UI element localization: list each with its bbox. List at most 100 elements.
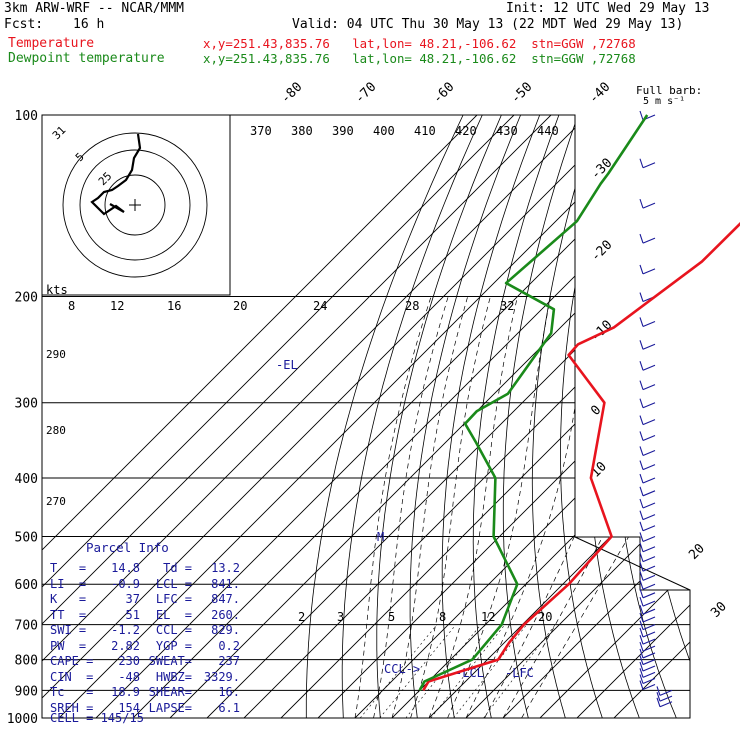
parcel-row: K = 37 LFC = 847. (50, 592, 240, 608)
wind-barb-flag (639, 473, 644, 484)
wind-barb-staff (642, 600, 656, 607)
wind-barb (639, 361, 656, 371)
wind-barb (639, 317, 656, 327)
lcl-annotation: -LCL (455, 666, 484, 680)
parcel-info-title: Parcel Info (86, 540, 169, 555)
wind-barb (639, 473, 656, 484)
wind-barb-staff (642, 565, 656, 572)
parcel-k1: Tc = (50, 685, 94, 699)
wind-barb-flag (639, 486, 644, 496)
isotherm-line (58, 115, 663, 718)
wind-barb (639, 398, 656, 409)
dry-adiabat (531, 115, 598, 718)
pressure-label: 600 (15, 578, 38, 593)
wind-barb-staff (659, 701, 673, 708)
hodograph-ring (79, 149, 191, 261)
pressure-label: 700 (15, 619, 38, 634)
wind-barb-staff (642, 477, 656, 484)
mixing-ratio-line (405, 624, 482, 718)
wind-scale-label: 20 (233, 299, 247, 313)
parcel-info-table: T = 14.8 Td = 13.2 LI = -0.9 LCL = 841. K = 37 LFC… (50, 561, 240, 716)
wind-barb-staff (642, 202, 656, 209)
wind-barb (656, 691, 673, 702)
wind-barb-staff (659, 695, 673, 702)
lfc-annotation: -LFC (505, 666, 534, 680)
wind-barb-flag (639, 561, 644, 572)
wind-barb (639, 380, 656, 391)
temperature-tick-label: -60 (430, 80, 457, 107)
wind-barb (639, 561, 656, 572)
moist-adiabat (484, 296, 645, 718)
wind-barb-staff (642, 384, 656, 391)
wind-barb (639, 431, 656, 441)
wind-barb-flag (656, 686, 661, 696)
mixing-ratio-label: 8 (439, 610, 446, 624)
wind-barb-staff (642, 583, 656, 590)
wind-barb-flag (639, 317, 644, 327)
wind-barb-staff (642, 677, 656, 685)
wind-barb (639, 634, 656, 645)
wind-barb (639, 588, 656, 599)
parcel-v1: 51 (125, 607, 140, 622)
wind-barb-flag (639, 158, 644, 168)
parcel-row: CIN = -48 HWBZ= 3329. (50, 670, 240, 686)
wind-barb (639, 620, 656, 631)
mixing-ratio-label: 3 (337, 610, 344, 624)
temperature-location: x,y=251.43,835.76 lat,lon= 48.21,-106.62… (203, 36, 636, 51)
dry-adiabat (639, 115, 690, 718)
wind-barb-staff (642, 652, 656, 659)
wind-barb-flag (639, 634, 644, 645)
parcel-row: TT = 51 EL = 260. (50, 608, 240, 624)
wind-barb-flag (639, 233, 644, 244)
mixing-ratio-label: 5 (388, 610, 395, 624)
wind-barb-flag (639, 415, 644, 425)
wind-barb-flag (639, 431, 644, 441)
wind-barb-flag (639, 596, 644, 607)
theta-label: 380 (291, 124, 313, 138)
wind-barb (639, 580, 656, 590)
wind-barb (639, 510, 656, 521)
parcel-row: SREH = 154 LAPSE= 6.1 (50, 701, 240, 717)
mixing-ratio-line (430, 624, 506, 718)
parcel-v1: -0.9 (111, 576, 140, 591)
mixing-ratio-line (359, 624, 438, 718)
wind-barb-flag (639, 521, 644, 531)
wind-barb-staff (642, 402, 656, 409)
wind-barb-flag (639, 641, 644, 652)
dry-adiabat (409, 115, 521, 718)
parcel-k2: LAPSE= (148, 700, 192, 715)
wind-barb-flag (639, 532, 644, 542)
wind-barb (639, 605, 656, 615)
wind-scale-label: 32 (500, 299, 514, 313)
theta-label: 430 (496, 124, 518, 138)
moist-adiabat (354, 296, 432, 718)
parcel-v2: 13.2 (211, 561, 240, 575)
wind-barb (639, 655, 656, 666)
parcel-k1: PW = (50, 638, 87, 653)
wind-barb (639, 612, 656, 623)
wind-barb-flag (639, 198, 644, 209)
theta-label: 420 (455, 124, 477, 138)
isotherm-line (465, 115, 690, 718)
barb-legend-units: 5 m s⁻¹ (643, 96, 685, 107)
moist-adiabat (410, 296, 491, 718)
wind-barb-staff (642, 684, 656, 691)
parcel-v1: -48 (118, 669, 140, 684)
wind-barb-staff (642, 574, 656, 581)
wind-barb-flag (639, 380, 644, 390)
mid-annotation: M (377, 530, 384, 544)
pressure-label: 400 (15, 472, 38, 487)
isotherm-line (502, 115, 690, 718)
el-annotation: -EL (276, 358, 298, 372)
parcel-k2: SWEAT= (148, 654, 192, 668)
wind-barb (639, 158, 656, 169)
temperature-profile (422, 222, 740, 692)
mixing-ratio-line (453, 624, 527, 718)
wind-barb-flag (639, 398, 644, 408)
isotherm-line (243, 115, 690, 718)
wind-barb-staff (642, 535, 656, 542)
temperature-tick-label: 20 (686, 541, 708, 563)
wind-barb-flag (639, 612, 644, 623)
model-title: 3km ARW-WRF -- NCAR/MMM (4, 1, 185, 16)
wind-barb-flag (639, 361, 644, 371)
